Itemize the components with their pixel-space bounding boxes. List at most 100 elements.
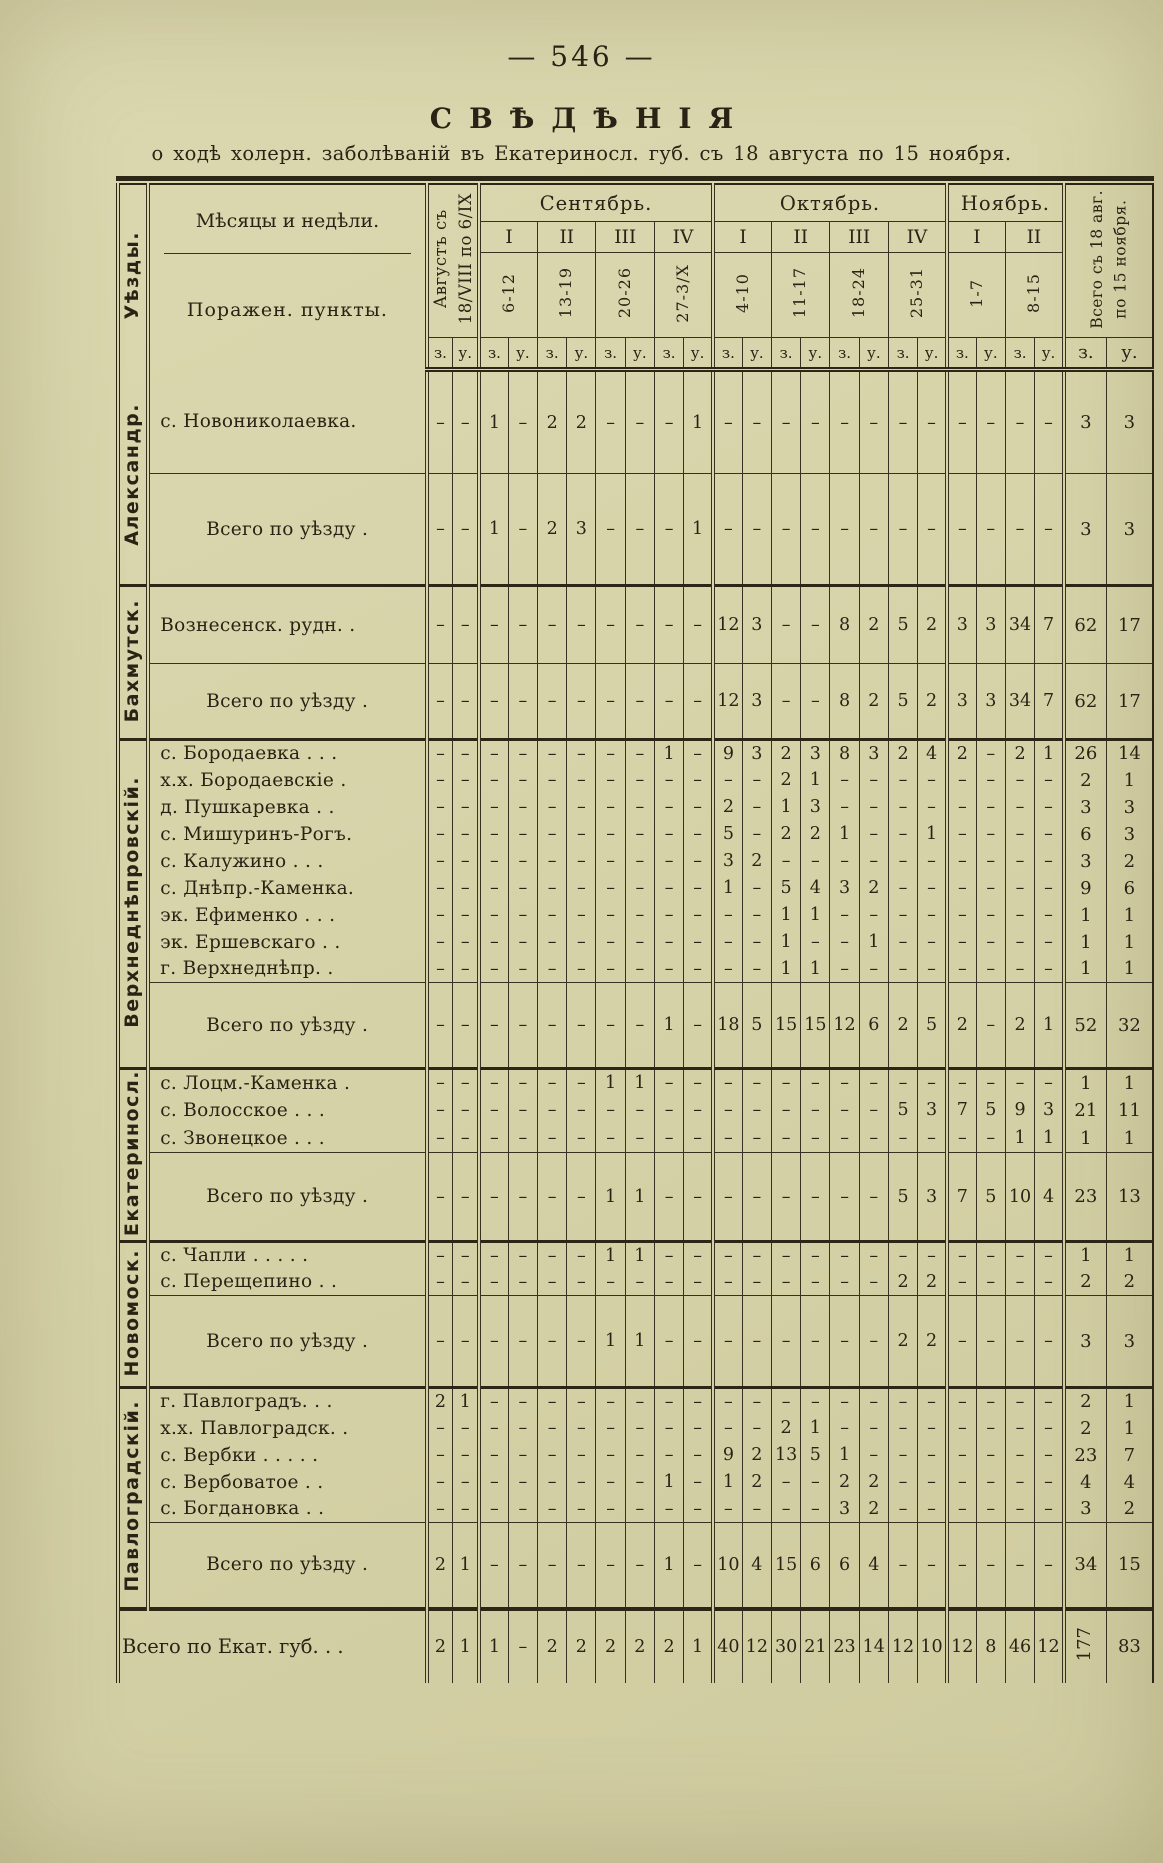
data-cell: – bbox=[537, 1441, 567, 1469]
uyezd-total-label: Всего по уѣзду . bbox=[146, 663, 427, 740]
settlement-row: г. Верхнеднѣпр. . – – – – – – – – – – – –1 1– – – – – – – –1… bbox=[118, 955, 1153, 983]
data-cell: – bbox=[944, 874, 977, 902]
august-label-line2: 18/VIII по 6/IX bbox=[455, 193, 475, 325]
data-cell: – bbox=[1034, 1414, 1064, 1442]
week-dates: 1-7 bbox=[944, 252, 1006, 338]
data-cell: – bbox=[452, 928, 480, 956]
data-cell: – bbox=[917, 1441, 947, 1469]
data-cell: – bbox=[710, 955, 743, 983]
data-cell: 34 bbox=[1004, 663, 1035, 740]
total-cell: 6 bbox=[1105, 874, 1153, 902]
data-cell: – bbox=[829, 1096, 860, 1125]
data-cell: 9 bbox=[710, 1441, 743, 1469]
data-cell: – bbox=[887, 793, 918, 821]
data-cell: – bbox=[829, 1386, 860, 1415]
data-cell: – bbox=[1034, 874, 1064, 902]
data-cell: 2 bbox=[887, 982, 918, 1069]
total-cell: 34 bbox=[1061, 1522, 1107, 1609]
data-cell: – bbox=[507, 1441, 538, 1469]
data-cell: 2 bbox=[537, 369, 567, 474]
total-cell: 52 bbox=[1061, 982, 1107, 1069]
data-cell: – bbox=[537, 820, 567, 848]
data-cell: – bbox=[477, 1067, 509, 1097]
data-cell: – bbox=[595, 1414, 626, 1442]
data-cell: 12 bbox=[741, 1606, 772, 1683]
data-cell: 3 bbox=[741, 663, 772, 740]
data-cell: – bbox=[477, 793, 509, 821]
data-cell: – bbox=[975, 793, 1006, 821]
data-cell: – bbox=[683, 1414, 714, 1442]
data-cell: – bbox=[595, 584, 626, 664]
uyezd-label-text: Новомоск. bbox=[121, 1248, 144, 1377]
data-cell: – bbox=[452, 1468, 480, 1496]
uyezd-total-row: Всего по уѣзду . – –1–2 3– – –1– – – – – – – – – – – –3 3 bbox=[118, 473, 1153, 586]
dead-header: у. bbox=[683, 337, 714, 372]
data-cell: 2 bbox=[858, 584, 889, 664]
data-cell: 2 bbox=[595, 1606, 626, 1683]
data-cell: 2 bbox=[944, 738, 977, 767]
data-cell: – bbox=[975, 1240, 1006, 1269]
data-cell: – bbox=[624, 982, 655, 1069]
data-cell: – bbox=[477, 955, 509, 983]
settlement-name: Вознесенск. рудн. . bbox=[146, 584, 427, 664]
dead-header: у. bbox=[507, 337, 538, 372]
data-cell: – bbox=[1034, 820, 1064, 848]
data-cell: – bbox=[887, 1124, 918, 1153]
data-cell: – bbox=[477, 874, 509, 902]
data-cell: 4 bbox=[741, 1522, 772, 1609]
data-cell: – bbox=[1004, 820, 1035, 848]
settlement-name: с. Богдановка . . bbox=[146, 1495, 427, 1523]
data-cell: – bbox=[829, 473, 860, 586]
data-cell: – bbox=[710, 901, 743, 929]
data-cell: – bbox=[507, 766, 538, 794]
data-cell: – bbox=[653, 847, 684, 875]
settlement-name: д. Пушкаревка . . bbox=[146, 793, 427, 821]
data-cell: – bbox=[537, 793, 567, 821]
data-cell: 14 bbox=[858, 1606, 889, 1683]
data-cell: – bbox=[424, 369, 453, 474]
data-cell: – bbox=[1004, 1386, 1035, 1415]
data-cell: – bbox=[653, 1441, 684, 1469]
data-cell: – bbox=[975, 1067, 1006, 1097]
data-cell: – bbox=[887, 473, 918, 586]
data-cell: – bbox=[507, 1495, 538, 1523]
data-cell: 2 bbox=[741, 1441, 772, 1469]
data-cell: – bbox=[507, 1295, 538, 1388]
data-cell: 1 bbox=[653, 1468, 684, 1496]
data-cell: 15 bbox=[800, 982, 830, 1069]
total-cell: 3 bbox=[1061, 473, 1107, 586]
data-cell: – bbox=[975, 1468, 1006, 1496]
data-cell: 12 bbox=[887, 1606, 918, 1683]
uyezd-label: Бахмутск. bbox=[117, 584, 149, 740]
data-cell: – bbox=[944, 369, 977, 474]
data-cell: – bbox=[741, 1124, 772, 1153]
data-cell: – bbox=[1034, 955, 1064, 983]
settlement-row: Екатериносл. с. Лоцм.-Каменка . – – – – – –1 1– –… bbox=[117, 1066, 1153, 1242]
data-cell: – bbox=[1004, 1295, 1035, 1388]
data-cell: – bbox=[858, 1295, 889, 1388]
data-cell: 5 bbox=[770, 874, 801, 902]
data-cell: – bbox=[624, 1124, 655, 1153]
data-cell: 3 bbox=[800, 738, 830, 767]
data-cell: – bbox=[887, 1522, 918, 1609]
sick-header: з. bbox=[653, 337, 684, 372]
data-cell: – bbox=[1004, 874, 1035, 902]
data-cell: – bbox=[858, 1067, 889, 1097]
week-dates: 4-10 bbox=[710, 252, 772, 338]
data-cell: – bbox=[477, 1124, 509, 1153]
data-cell: 2 bbox=[741, 847, 772, 875]
data-cell: – bbox=[537, 955, 567, 983]
data-cell: 3 bbox=[858, 738, 889, 767]
data-cell: – bbox=[741, 1268, 772, 1296]
data-cell: – bbox=[624, 473, 655, 586]
data-cell: – bbox=[595, 1268, 626, 1296]
data-cell: 1 bbox=[683, 369, 714, 474]
settlement-row: с. Звонецкое . . . – – – – – – – – – – – – – – – – – – – –1 1… bbox=[118, 1124, 1153, 1153]
data-cell: – bbox=[507, 901, 538, 929]
total-cell: 2 bbox=[1061, 1386, 1107, 1415]
data-cell: 2 bbox=[829, 1468, 860, 1496]
data-cell: – bbox=[507, 1067, 538, 1097]
data-cell: 23 bbox=[829, 1606, 860, 1683]
data-cell: – bbox=[858, 473, 889, 586]
data-cell: – bbox=[595, 473, 626, 586]
